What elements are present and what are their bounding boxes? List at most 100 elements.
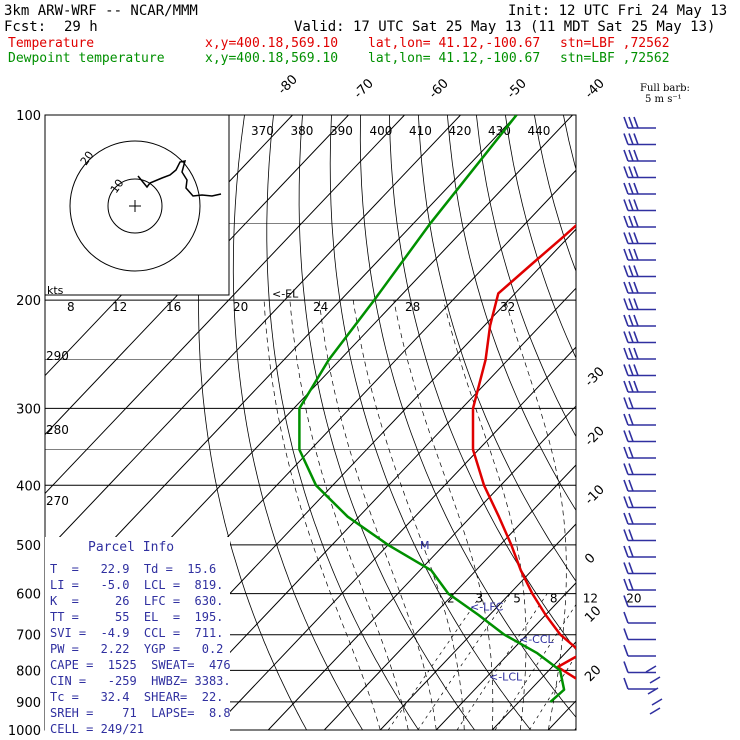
wind-barb-flag bbox=[628, 413, 634, 426]
wind-barb-flag bbox=[628, 512, 634, 525]
wind-barb-flag bbox=[623, 413, 629, 426]
pressure-tick-label: 600 bbox=[16, 588, 41, 603]
moist-adiabat bbox=[632, 300, 740, 730]
parcel-info-line: SVI = -4.9 CCL = 711. bbox=[50, 626, 224, 640]
model-title: 3km ARW-WRF -- NCAR/MMM bbox=[4, 3, 198, 19]
wind-barb bbox=[623, 628, 656, 641]
level-annotation: <-LFC bbox=[470, 601, 504, 614]
wind-barb-flag bbox=[623, 661, 629, 673]
wind-barb-flag bbox=[633, 281, 639, 294]
isotherm-tick-label: -40 bbox=[582, 76, 608, 102]
moist-adiabat bbox=[318, 300, 437, 730]
dry-adiabat bbox=[592, 115, 740, 730]
wind-barb-flag bbox=[623, 298, 629, 310]
isotherm-tick-label: 10 bbox=[582, 604, 604, 626]
wind-barb-flag bbox=[628, 430, 634, 442]
wind-barb-flag bbox=[623, 545, 629, 558]
wind-barb-flag bbox=[623, 281, 629, 294]
dry-adiabat bbox=[266, 115, 419, 730]
wind-barb-flag bbox=[628, 116, 634, 129]
wind-barb bbox=[623, 265, 656, 278]
mixing-ratio-label: 3 bbox=[476, 591, 484, 605]
pressure-tick-label: 700 bbox=[16, 629, 41, 644]
wind-barb bbox=[623, 430, 656, 443]
wind-barb-flag bbox=[633, 265, 639, 277]
pressure-tick-label: 400 bbox=[16, 479, 41, 494]
isotherm-tick-label: -50 bbox=[504, 76, 530, 102]
wind-barb bbox=[623, 512, 656, 525]
wind-barb-flag bbox=[628, 578, 634, 591]
wind-barb bbox=[623, 562, 656, 575]
wind-barb-flag bbox=[628, 397, 634, 409]
wind-barb bbox=[623, 413, 656, 426]
wind-barb bbox=[623, 182, 656, 195]
wind-barb-flag bbox=[628, 562, 634, 574]
hodograph-trace bbox=[137, 160, 222, 197]
dewpoint-profile bbox=[298, 115, 566, 703]
wind-barb-flag bbox=[628, 149, 634, 162]
level-annotation: <-CCL bbox=[519, 633, 555, 646]
pressure-tick-label: 300 bbox=[16, 402, 41, 417]
wind-barb-flag bbox=[633, 298, 639, 310]
wind-barb-flag bbox=[628, 347, 634, 360]
wind-barb-flag bbox=[623, 512, 629, 525]
isotherm-tick-label: -30 bbox=[582, 364, 608, 390]
parcel-info-line: CIN = -259 HWBZ= 3383. bbox=[50, 674, 231, 688]
wind-barb-flag bbox=[633, 166, 639, 178]
pressure-tick-label: 900 bbox=[16, 696, 41, 711]
hodograph-unit-label: kts bbox=[47, 284, 64, 297]
wind-barb-flag bbox=[623, 232, 629, 244]
wind-barb bbox=[623, 248, 656, 261]
wind-barb bbox=[623, 199, 656, 212]
wind-barb-flag bbox=[633, 331, 639, 343]
mixing-ratio-line bbox=[417, 593, 511, 730]
temperature-latlon: lat,lon= 41.12,-100.67 bbox=[368, 36, 541, 51]
isotherm-tick-label: -60 bbox=[426, 76, 452, 102]
wind-barb-flag bbox=[623, 430, 629, 442]
barb-legend-value: 5 m s⁻¹ bbox=[645, 94, 682, 105]
wind-barb-flag bbox=[628, 265, 634, 277]
wind-barb-flag bbox=[623, 364, 629, 376]
wind-barb-flag bbox=[633, 199, 639, 211]
wind-barb bbox=[623, 364, 656, 377]
wind-barb bbox=[623, 595, 656, 608]
isotherm-line bbox=[267, 405, 576, 730]
pressure-tick-label: 200 bbox=[16, 294, 41, 309]
wind-barb bbox=[623, 166, 656, 179]
wind-barb bbox=[623, 133, 656, 146]
mixing-ratio-label: 20 bbox=[626, 591, 641, 605]
parcel-info-line: TT = 55 EL = 195. bbox=[50, 610, 224, 624]
dry-adiabat bbox=[418, 115, 576, 582]
wind-barb bbox=[651, 698, 663, 706]
wind-barb-flag bbox=[628, 248, 634, 261]
moist-adiabat bbox=[289, 300, 409, 730]
wind-barb bbox=[623, 397, 656, 410]
dry-adiabat bbox=[232, 115, 363, 730]
wind-barb-flag bbox=[623, 397, 629, 409]
wind-barb-flag bbox=[623, 578, 629, 591]
dewpoint-latlon: lat,lon= 41.12,-100.67 bbox=[368, 51, 541, 66]
wind-barb-flag bbox=[623, 595, 629, 607]
mixing-ratio-line bbox=[456, 593, 548, 730]
pressure-tick-label: 500 bbox=[16, 539, 41, 554]
wind-barb-flag bbox=[633, 182, 639, 195]
wind-barb-flag bbox=[633, 149, 639, 162]
wind-barb bbox=[623, 611, 656, 624]
wind-barb-flag bbox=[633, 116, 639, 129]
wind-barb-flag bbox=[633, 248, 639, 261]
isotherm-line bbox=[211, 346, 576, 730]
wind-barb bbox=[623, 529, 656, 542]
hodograph-ring bbox=[69, 140, 201, 272]
wind-barb bbox=[623, 314, 656, 327]
wind-barb bbox=[623, 347, 656, 360]
theta-tick-label: 370 bbox=[251, 124, 274, 138]
wind-barb bbox=[623, 463, 656, 476]
wind-barb-flag bbox=[628, 479, 634, 492]
wind-barb-flag bbox=[623, 199, 629, 211]
wind-barb-flag bbox=[628, 314, 634, 327]
dry-adiabat bbox=[708, 115, 740, 730]
wind-barb-flag bbox=[633, 380, 639, 393]
isotherm-line bbox=[660, 115, 740, 730]
isotherm-tick-label: -20 bbox=[582, 424, 608, 450]
